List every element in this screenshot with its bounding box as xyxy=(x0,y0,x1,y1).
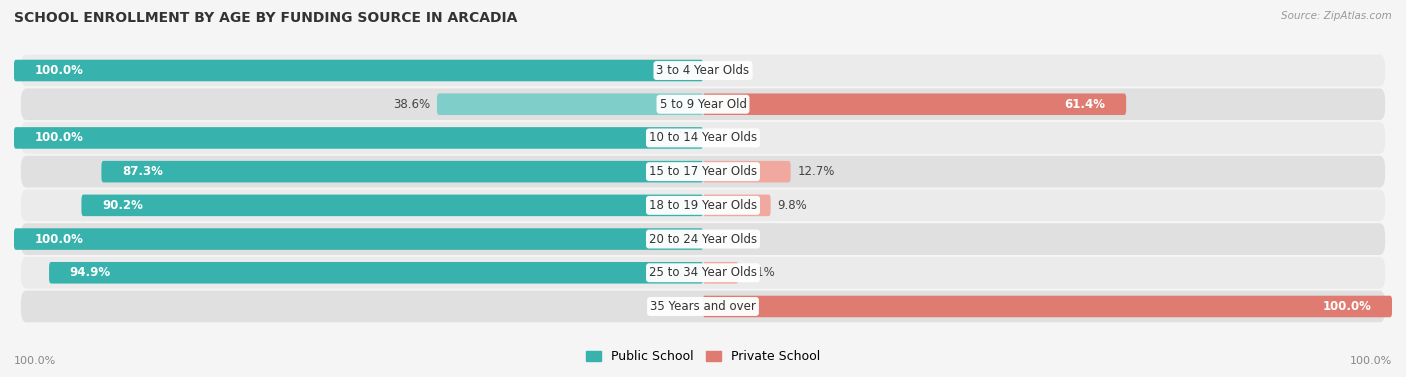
FancyBboxPatch shape xyxy=(101,161,703,182)
FancyBboxPatch shape xyxy=(14,60,703,81)
Text: 0.0%: 0.0% xyxy=(717,233,747,245)
Text: 87.3%: 87.3% xyxy=(122,165,163,178)
Text: 61.4%: 61.4% xyxy=(1064,98,1105,111)
FancyBboxPatch shape xyxy=(21,156,1385,187)
FancyBboxPatch shape xyxy=(703,195,770,216)
Text: Source: ZipAtlas.com: Source: ZipAtlas.com xyxy=(1281,11,1392,21)
FancyBboxPatch shape xyxy=(21,88,1385,120)
FancyBboxPatch shape xyxy=(49,262,703,284)
Text: 94.9%: 94.9% xyxy=(70,266,111,279)
Text: 100.0%: 100.0% xyxy=(35,132,83,144)
Text: 100.0%: 100.0% xyxy=(35,64,83,77)
Text: 100.0%: 100.0% xyxy=(1323,300,1371,313)
FancyBboxPatch shape xyxy=(703,93,1126,115)
Text: 15 to 17 Year Olds: 15 to 17 Year Olds xyxy=(650,165,756,178)
Text: SCHOOL ENROLLMENT BY AGE BY FUNDING SOURCE IN ARCADIA: SCHOOL ENROLLMENT BY AGE BY FUNDING SOUR… xyxy=(14,11,517,25)
Text: 100.0%: 100.0% xyxy=(1350,356,1392,366)
FancyBboxPatch shape xyxy=(703,262,738,284)
Text: 25 to 34 Year Olds: 25 to 34 Year Olds xyxy=(650,266,756,279)
Text: 5.1%: 5.1% xyxy=(745,266,775,279)
FancyBboxPatch shape xyxy=(21,190,1385,221)
Text: 18 to 19 Year Olds: 18 to 19 Year Olds xyxy=(650,199,756,212)
FancyBboxPatch shape xyxy=(14,228,703,250)
Text: 0.0%: 0.0% xyxy=(717,132,747,144)
FancyBboxPatch shape xyxy=(437,93,703,115)
FancyBboxPatch shape xyxy=(14,127,703,149)
FancyBboxPatch shape xyxy=(21,257,1385,289)
FancyBboxPatch shape xyxy=(21,122,1385,154)
FancyBboxPatch shape xyxy=(82,195,703,216)
Text: 20 to 24 Year Olds: 20 to 24 Year Olds xyxy=(650,233,756,245)
Text: 5 to 9 Year Old: 5 to 9 Year Old xyxy=(659,98,747,111)
FancyBboxPatch shape xyxy=(703,161,790,182)
Text: 3 to 4 Year Olds: 3 to 4 Year Olds xyxy=(657,64,749,77)
Text: 12.7%: 12.7% xyxy=(797,165,835,178)
Legend: Public School, Private School: Public School, Private School xyxy=(581,345,825,368)
Text: 38.6%: 38.6% xyxy=(394,98,430,111)
Text: 100.0%: 100.0% xyxy=(35,233,83,245)
FancyBboxPatch shape xyxy=(21,291,1385,322)
Text: 9.8%: 9.8% xyxy=(778,199,807,212)
Text: 90.2%: 90.2% xyxy=(103,199,143,212)
FancyBboxPatch shape xyxy=(21,223,1385,255)
FancyBboxPatch shape xyxy=(703,296,1392,317)
FancyBboxPatch shape xyxy=(21,55,1385,86)
Text: 100.0%: 100.0% xyxy=(14,356,56,366)
Text: 0.0%: 0.0% xyxy=(659,300,689,313)
Text: 10 to 14 Year Olds: 10 to 14 Year Olds xyxy=(650,132,756,144)
Text: 0.0%: 0.0% xyxy=(717,64,747,77)
Text: 35 Years and over: 35 Years and over xyxy=(650,300,756,313)
